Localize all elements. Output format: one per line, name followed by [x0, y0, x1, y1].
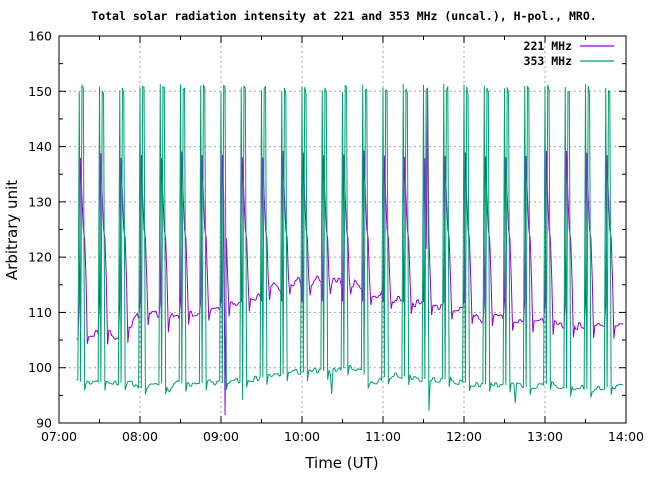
plot-frame — [58, 35, 627, 424]
x-tick-14:00: 14:00 — [608, 429, 644, 444]
x-tick-13:00: 13:00 — [527, 429, 563, 444]
y-tick-140: 140 — [28, 139, 52, 154]
y-tick-130: 130 — [28, 194, 52, 209]
y-tick-100: 100 — [28, 360, 52, 375]
x-tick-labels: 07:00 08:00 09:00 10:00 11:00 12:00 13:00 14:00 — [41, 429, 644, 444]
x-axis-label: Time (UT) — [304, 454, 378, 472]
x-tick-07:00: 07:00 — [41, 429, 77, 444]
x-tick-11:00: 11:00 — [365, 429, 401, 444]
x-tick-10:00: 10:00 — [284, 429, 320, 444]
y-tick-160: 160 — [28, 29, 52, 44]
y-tick-labels: 90 100 110 120 130 140 150 160 — [28, 29, 52, 431]
y-axis-label: Arbitrary unit — [3, 180, 21, 280]
x-tick-09:00: 09:00 — [203, 429, 239, 444]
legend-label-353-mhz: 353 MHz — [524, 54, 573, 68]
y-tick-90: 90 — [36, 416, 52, 431]
y-tick-150: 150 — [28, 84, 52, 99]
series-line-353-mhz — [76, 83, 624, 411]
x-tick-12:00: 12:00 — [446, 429, 482, 444]
plot-series — [76, 83, 624, 416]
legend-label-221-mhz: 221 MHz — [524, 39, 573, 53]
y-tick-120: 120 — [28, 250, 52, 265]
y-tick-110: 110 — [28, 305, 52, 320]
x-tick-08:00: 08:00 — [122, 429, 158, 444]
series-line-221-mhz — [76, 89, 624, 416]
chart-title: Total solar radiation intensity at 221 a… — [91, 9, 596, 23]
